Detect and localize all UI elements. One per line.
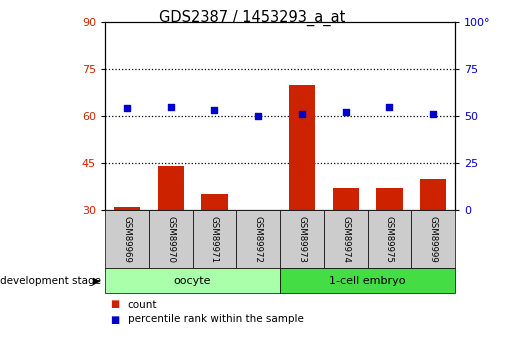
- Point: [341, 109, 349, 115]
- Text: count: count: [128, 299, 157, 309]
- Text: GSM89974: GSM89974: [341, 216, 350, 263]
- Text: percentile rank within the sample: percentile rank within the sample: [128, 315, 304, 325]
- Point: [211, 108, 219, 113]
- Text: GSM89969: GSM89969: [122, 216, 131, 263]
- Point: [429, 111, 437, 117]
- Bar: [158, 166, 184, 210]
- Bar: [201, 194, 227, 210]
- Text: GSM89999: GSM89999: [429, 216, 438, 263]
- Text: GDS2387 / 1453293_a_at: GDS2387 / 1453293_a_at: [159, 10, 346, 26]
- Text: development stage: development stage: [0, 276, 101, 286]
- Text: 1-cell embryo: 1-cell embryo: [329, 276, 406, 286]
- Text: GSM89975: GSM89975: [385, 216, 394, 263]
- Text: ■: ■: [110, 299, 119, 309]
- Text: oocyte: oocyte: [174, 276, 211, 286]
- Bar: [376, 188, 402, 210]
- Text: GSM89972: GSM89972: [254, 216, 263, 263]
- Bar: [420, 179, 446, 210]
- Point: [298, 111, 306, 117]
- Bar: [114, 207, 140, 210]
- Text: ■: ■: [110, 315, 119, 325]
- Point: [123, 106, 131, 111]
- Text: GSM89971: GSM89971: [210, 216, 219, 263]
- Point: [254, 113, 262, 119]
- Point: [167, 104, 175, 109]
- Bar: [289, 85, 315, 210]
- Text: GSM89973: GSM89973: [297, 216, 307, 263]
- Text: GSM89970: GSM89970: [166, 216, 175, 263]
- Point: [385, 104, 393, 109]
- Text: ▶: ▶: [93, 276, 101, 286]
- Bar: [332, 188, 359, 210]
